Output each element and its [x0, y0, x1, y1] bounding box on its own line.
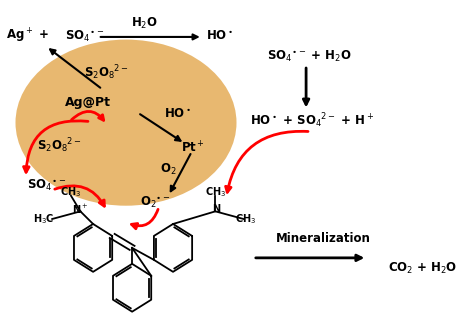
Text: CH$_3$: CH$_3$	[205, 186, 226, 199]
Text: Ag$^+$ +: Ag$^+$ +	[6, 27, 49, 46]
Text: CH$_3$: CH$_3$	[235, 212, 256, 226]
Text: CH$_3$: CH$_3$	[61, 186, 81, 199]
Text: HO$^\bullet$ + SO$_4$$^{2-}$ + H$^+$: HO$^\bullet$ + SO$_4$$^{2-}$ + H$^+$	[250, 112, 374, 130]
Text: O$_2$: O$_2$	[160, 161, 177, 177]
Text: SO$_4$$^{\bullet-}$: SO$_4$$^{\bullet-}$	[27, 178, 66, 193]
Text: S$_2$O$_8$$^{2-}$: S$_2$O$_8$$^{2-}$	[84, 63, 129, 82]
Text: HO$^\bullet$: HO$^\bullet$	[164, 108, 191, 121]
Text: HO$^\bullet$: HO$^\bullet$	[206, 30, 233, 43]
Text: N$^+$: N$^+$	[72, 202, 88, 216]
Text: H$_2$O: H$_2$O	[131, 15, 158, 30]
Text: S$_2$O$_8$$^{2-}$: S$_2$O$_8$$^{2-}$	[36, 137, 81, 155]
Text: CO$_2$ + H$_2$O: CO$_2$ + H$_2$O	[387, 261, 457, 276]
Text: O$_2$$^{\bullet-}$: O$_2$$^{\bullet-}$	[140, 195, 171, 210]
Text: Mineralization: Mineralization	[276, 232, 371, 246]
Text: Ag@Pt: Ag@Pt	[65, 96, 111, 109]
Text: Pt$^+$: Pt$^+$	[182, 140, 205, 155]
Text: H$_3$C: H$_3$C	[33, 212, 54, 226]
Text: N: N	[212, 204, 220, 214]
Ellipse shape	[16, 40, 236, 206]
Text: SO$_4$$^{\bullet-}$ + H$_2$O: SO$_4$$^{\bullet-}$ + H$_2$O	[267, 49, 352, 64]
Text: SO$_4$$^{\bullet-}$: SO$_4$$^{\bullet-}$	[65, 29, 104, 44]
